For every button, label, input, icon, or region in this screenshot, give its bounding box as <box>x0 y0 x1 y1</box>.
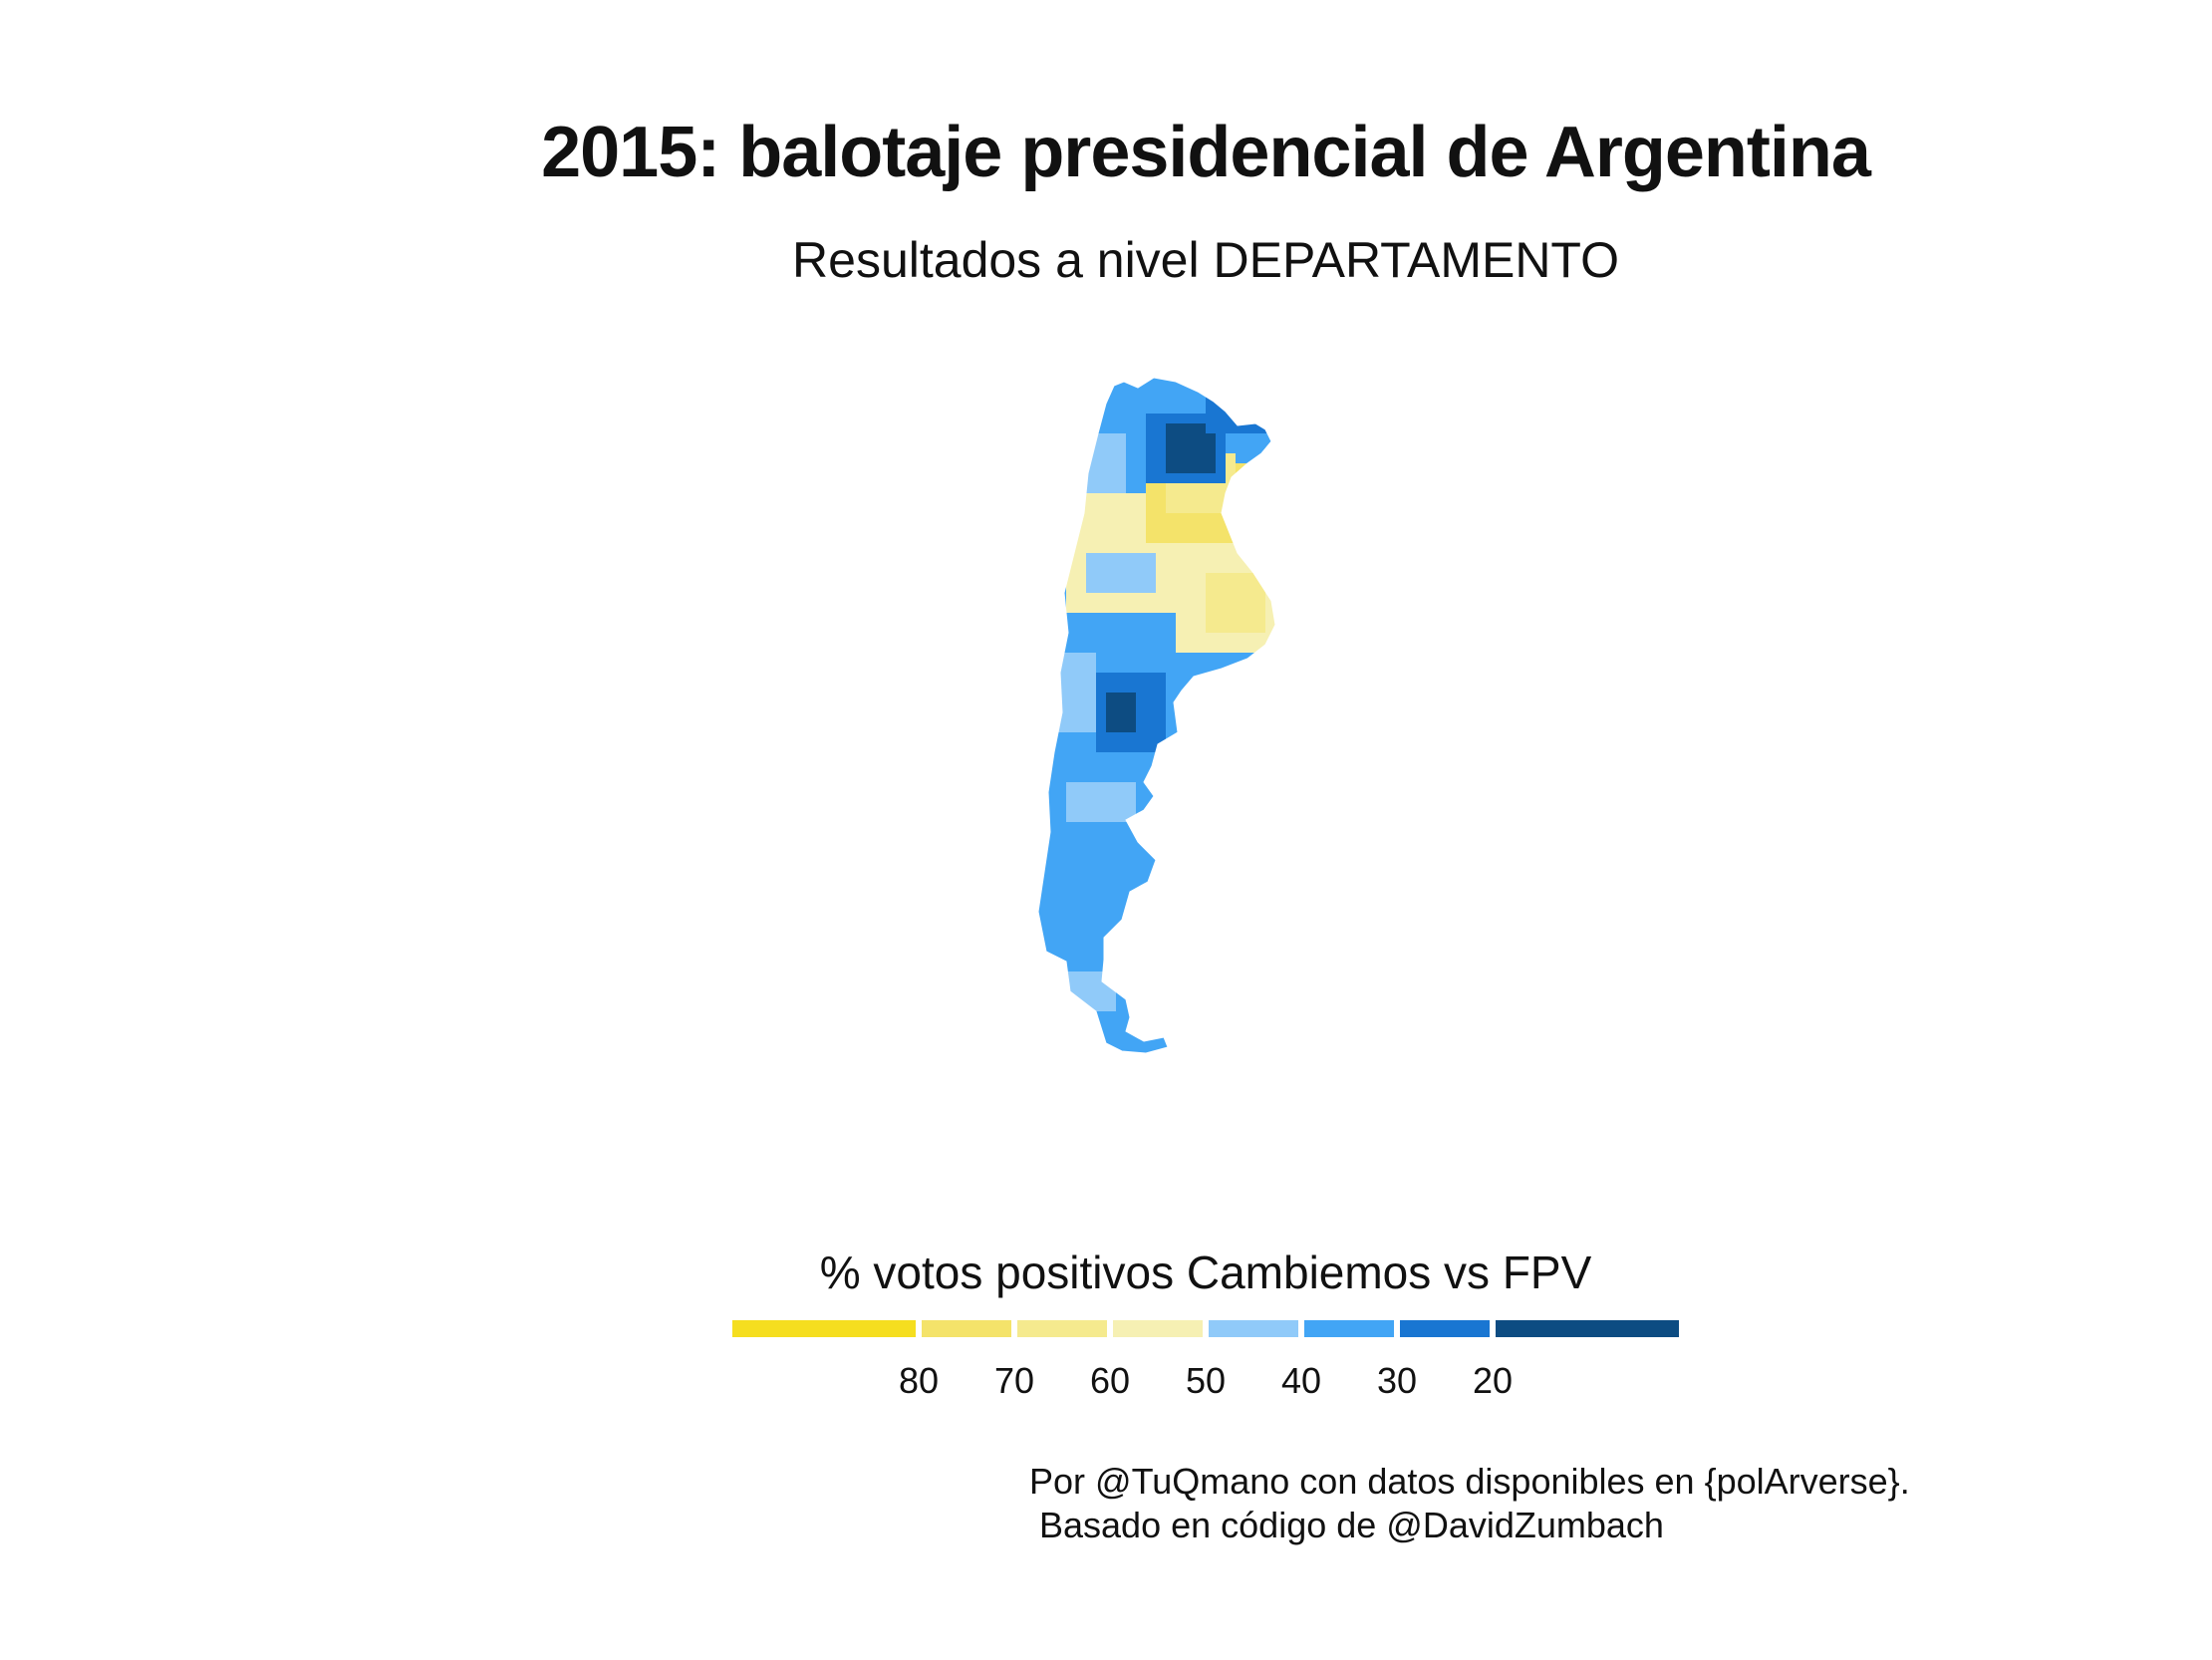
legend-swatch <box>732 1320 916 1337</box>
legend-color-bar <box>732 1320 1679 1337</box>
legend-tick-label: 20 <box>1472 1360 1514 1401</box>
legend-ticks: 80 70 60 50 40 30 20 <box>0 1360 2212 1410</box>
caption-line-2: Basado en código de @DavidZumbach <box>1029 1505 1664 1545</box>
legend-title: % votos positivos Cambiemos vs FPV <box>819 1246 1592 1298</box>
legend-swatch <box>1113 1320 1203 1337</box>
legend-tick-label: 40 <box>1280 1360 1322 1401</box>
legend-swatch <box>1304 1320 1394 1337</box>
legend-swatch <box>1400 1320 1490 1337</box>
caption: Por @TuQmano con datos disponibles en {p… <box>1029 1460 1910 1547</box>
legend-swatch <box>1017 1320 1107 1337</box>
legend-tick-label: 30 <box>1376 1360 1418 1401</box>
chart-title: 2015: balotaje presidencial de Argentina <box>541 113 1871 192</box>
legend-swatch <box>1496 1320 1679 1337</box>
legend-tick-label: 70 <box>993 1360 1035 1401</box>
argentina-choropleth-map <box>1037 377 1276 1054</box>
legend-tick-label: 60 <box>1089 1360 1131 1401</box>
legend-swatch <box>922 1320 1011 1337</box>
caption-line-1: Por @TuQmano con datos disponibles en {p… <box>1029 1461 1910 1502</box>
legend-tick-label: 50 <box>1185 1360 1227 1401</box>
chart-subtitle: Resultados a nivel DEPARTAMENTO <box>792 232 1619 288</box>
legend-swatch <box>1209 1320 1298 1337</box>
legend-tick-label: 80 <box>898 1360 940 1401</box>
